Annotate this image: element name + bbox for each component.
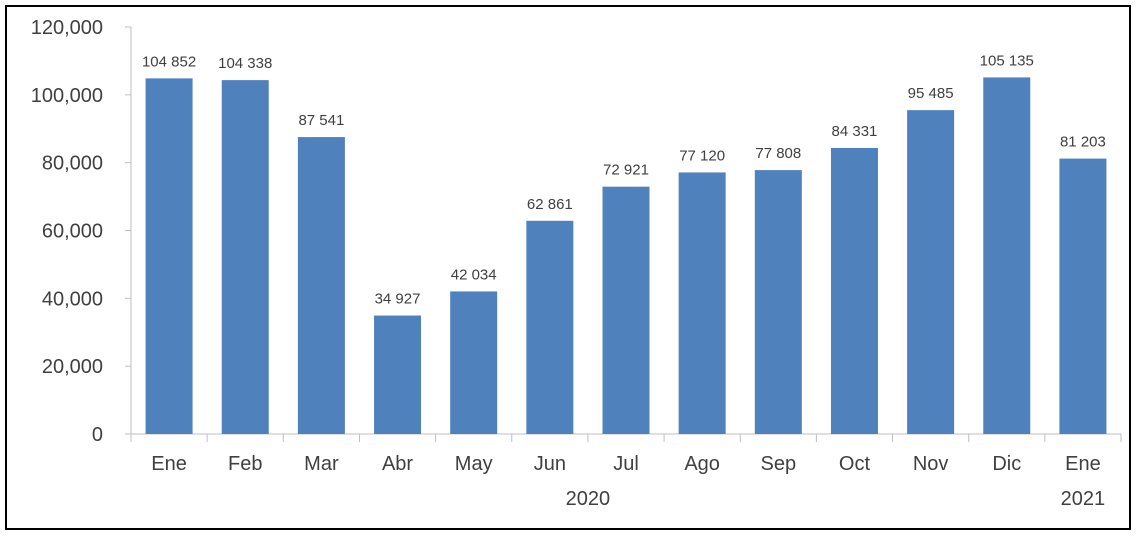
x-tick-label: Nov — [913, 453, 949, 475]
x-tick-label: Oct — [839, 453, 871, 475]
data-label: 95 485 — [908, 85, 954, 102]
data-label: 104 852 — [142, 53, 196, 70]
y-tick-label: 0 — [92, 424, 103, 446]
y-tick-label: 40,000 — [42, 288, 103, 310]
data-label: 62 861 — [527, 196, 573, 213]
bar — [450, 291, 498, 434]
y-axis-ticks: 0 20,000 40,000 60,000 80,000 100,000 120,000 — [31, 17, 103, 446]
x-tick-label: Jun — [534, 453, 566, 475]
data-label: 84 331 — [832, 123, 878, 140]
data-label: 105 135 — [980, 52, 1034, 69]
data-label: 34 927 — [375, 291, 421, 308]
x-tick-label: Ago — [684, 453, 720, 475]
y-tick-label: 60,000 — [42, 221, 103, 243]
bar — [1059, 158, 1107, 434]
bar — [221, 80, 269, 434]
x-tick-label: Ene — [1065, 453, 1101, 475]
data-label: 42 034 — [451, 266, 497, 283]
y-tick-label: 100,000 — [31, 85, 103, 107]
chart-frame: 0 20,000 40,000 60,000 80,000 100,000 120,000 … — [5, 5, 1131, 530]
data-label: 77 808 — [755, 145, 801, 162]
x-tick-label: Ene — [151, 453, 187, 475]
bar — [754, 170, 802, 434]
data-label: 87 541 — [298, 112, 344, 129]
x-tick-label: Dic — [992, 453, 1021, 475]
data-labels: 104 852 104 338 87 541 34 927 42 034 62 861 72… — [142, 52, 1106, 307]
x-tick-label: Jul — [613, 453, 639, 475]
data-label: 104 338 — [218, 55, 272, 72]
monthly-bar-chart: 020,00040,00060,00080,000100,000120,000 … — [31, 17, 1122, 510]
bars — [145, 77, 1107, 435]
bar — [678, 172, 726, 434]
bar — [602, 186, 650, 434]
x-tick-label: Feb — [228, 453, 262, 475]
year-group-label: 2020 — [566, 488, 611, 510]
y-tick-label: 20,000 — [42, 356, 103, 378]
axes — [125, 26, 1122, 442]
x-tick-label: Abr — [382, 453, 413, 475]
bar — [145, 78, 193, 435]
bar — [526, 220, 574, 434]
y-tick-label: 120,000 — [31, 17, 103, 39]
x-tick-label: Sep — [761, 453, 797, 475]
data-label: 77 120 — [679, 147, 725, 164]
bar — [907, 110, 955, 435]
year-group-label: 2021 — [1061, 488, 1106, 510]
x-tick-label: Mar — [304, 453, 339, 475]
data-label: 81 203 — [1060, 134, 1106, 151]
bar — [830, 147, 878, 434]
bar — [983, 77, 1031, 435]
bar — [297, 137, 345, 435]
x-axis-labels: Ene Feb Mar Abr May Jun Jul Ago Sep Oct Nov Dic Ene 2… — [151, 453, 1105, 510]
bar — [374, 315, 422, 434]
data-label: 72 921 — [603, 162, 649, 179]
y-tick-label: 80,000 — [42, 153, 103, 175]
x-tick-label: May — [455, 453, 493, 475]
